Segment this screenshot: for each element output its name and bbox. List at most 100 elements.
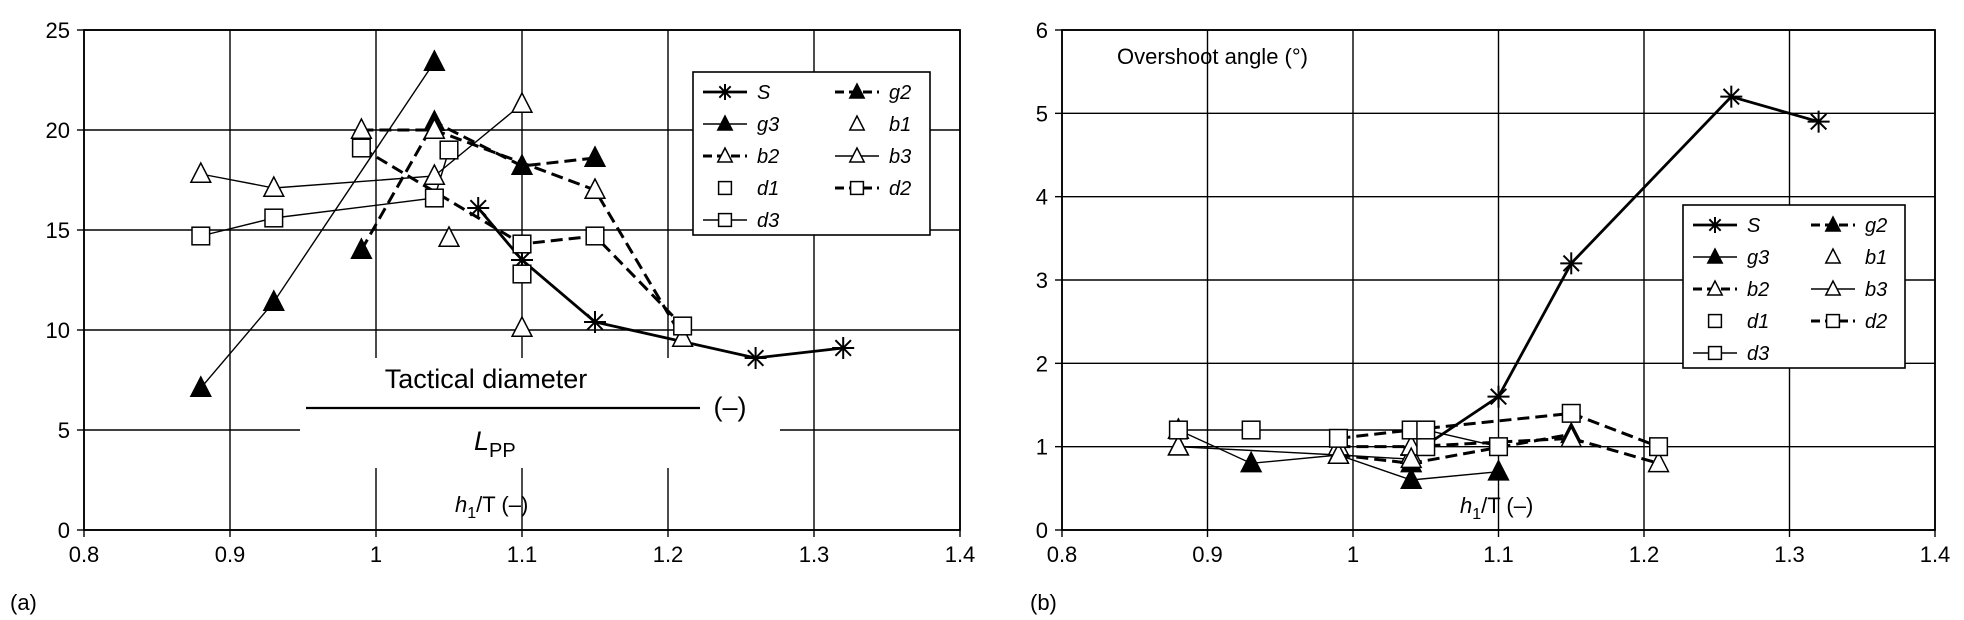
legend-label: d2 <box>889 178 911 200</box>
legend-label: b1 <box>889 114 911 136</box>
legend-label: g3 <box>757 114 779 136</box>
y-tick-label: 4 <box>1036 185 1048 210</box>
data-point-g3 <box>1487 459 1510 481</box>
x-tick-label: 1.1 <box>507 542 538 567</box>
data-point-b1 <box>510 315 534 337</box>
legend-item-g2: g2 <box>1811 215 1887 237</box>
y-tick-label: 5 <box>58 418 70 443</box>
legend-item-b2: b2 <box>703 146 779 168</box>
y-tick-label: 2 <box>1036 351 1048 376</box>
data-point-b2 <box>1560 425 1583 448</box>
x-axis-label: h1/T (–) <box>1460 493 1533 523</box>
legend-marker <box>1824 247 1842 264</box>
x-tick-label: 1.4 <box>945 542 976 567</box>
data-point-d2 <box>673 316 693 336</box>
plot-frame <box>83 29 961 531</box>
legend-label: g2 <box>889 82 911 104</box>
data-point-d2 <box>585 226 605 246</box>
legend-label: S <box>1747 215 1761 237</box>
data-point-d3 <box>439 140 459 160</box>
x-tick-label: 0.9 <box>1192 542 1223 567</box>
x-tick-label: 1 <box>1347 542 1359 567</box>
legend-label: d3 <box>757 210 779 232</box>
legend-label: d2 <box>1865 311 1887 333</box>
legend-marker <box>1824 215 1842 232</box>
data-point-g2 <box>350 237 373 259</box>
legend-marker <box>1707 217 1723 233</box>
y-tick-label: 5 <box>1036 101 1048 126</box>
data-point-g3 <box>189 375 212 397</box>
legend-item-b3: b3 <box>835 146 911 168</box>
star-stroke <box>1810 113 1828 131</box>
legend-label: b3 <box>889 146 911 168</box>
legend-label: g2 <box>1865 215 1887 237</box>
legend-marker <box>1706 247 1724 264</box>
legend-marker <box>1825 313 1841 329</box>
y-tick-label: 0 <box>58 518 70 543</box>
y-tick-label: 6 <box>1036 18 1048 43</box>
data-point-g2 <box>583 145 607 167</box>
legend-item-g3: g3 <box>1693 247 1769 269</box>
star-stroke <box>469 199 487 217</box>
annotation-units: (–) <box>714 392 747 422</box>
legend-marker <box>1706 279 1724 296</box>
star-stroke <box>586 313 604 331</box>
data-point-g3 <box>1400 467 1423 489</box>
legend-item-d1: d1 <box>1707 311 1769 333</box>
data-point-d3 <box>264 208 284 228</box>
data-point-b3 <box>262 175 285 197</box>
star-stroke <box>1722 88 1740 106</box>
data-point-S <box>1487 385 1510 408</box>
data-point-d1 <box>1416 437 1436 457</box>
x-label-sub: 1 <box>1472 506 1481 523</box>
x-label-main: h <box>455 492 467 517</box>
data-point-b3 <box>1327 442 1350 464</box>
x-tick-label: 1.1 <box>1483 542 1514 567</box>
legend-item-d1: d1 <box>717 178 779 200</box>
x-tick-label: 0.8 <box>1047 542 1078 567</box>
legend-marker <box>717 212 733 228</box>
data-point-d3 <box>1241 420 1261 440</box>
data-point-d3 <box>1488 437 1509 457</box>
legend-box <box>1682 204 1906 369</box>
series-line-d3 <box>200 149 450 237</box>
data-point-S <box>1560 252 1583 275</box>
denominator-main: L <box>474 426 489 456</box>
legend-item-d3: d3 <box>703 210 779 232</box>
data-point-b2 <box>671 325 694 347</box>
data-point-b1 <box>437 225 461 247</box>
series-line-b3 <box>200 103 523 189</box>
data-point-S <box>744 347 767 369</box>
legend-label: g3 <box>1747 247 1769 269</box>
data-point-d2 <box>1328 428 1349 448</box>
data-point-d1 <box>512 264 532 284</box>
data-point-d3 <box>1168 420 1188 440</box>
legend-box <box>692 71 931 236</box>
data-point-b2 <box>1647 450 1670 473</box>
x-label-rest: /T (–) <box>476 492 528 517</box>
annotation-text: Tactical diameter <box>385 364 588 394</box>
legend-label: d1 <box>757 178 779 200</box>
data-point-d2 <box>1561 403 1581 423</box>
x-label-rest: /T (–) <box>1481 493 1533 518</box>
chart-panel-b: 0.8 0.9 1 1.1 1.2 1.3 1.4 0 1 2 3 4 5 6 Overshoot angl… <box>1030 18 1950 615</box>
legend-label: d1 <box>1747 311 1769 333</box>
data-point-S <box>584 311 606 333</box>
legend-label: b2 <box>757 146 779 168</box>
data-point-d2 <box>351 138 371 158</box>
x-axis-label: h1/T (–) <box>455 492 528 522</box>
legend-item-g2: g2 <box>835 82 911 104</box>
data-point-b3 <box>189 161 212 183</box>
annotation-backdrop <box>300 358 780 468</box>
panel-label: (b) <box>1030 590 1057 615</box>
legend-marker <box>717 180 733 196</box>
legend-marker <box>1707 313 1723 329</box>
legend-item-d2: d2 <box>1811 311 1887 333</box>
series-line-g2 <box>360 120 596 251</box>
data-point-S <box>467 197 490 219</box>
x-tick-label: 0.8 <box>69 542 100 567</box>
chart-panel-a: 0.8 0.9 1 1.1 1.2 1.3 1.4 0 5 10 15 20 25 Tactical di… <box>10 18 975 615</box>
legend-marker <box>716 146 734 163</box>
data-point-d3 <box>1416 420 1436 440</box>
x-tick-label: 1.4 <box>1920 542 1951 567</box>
